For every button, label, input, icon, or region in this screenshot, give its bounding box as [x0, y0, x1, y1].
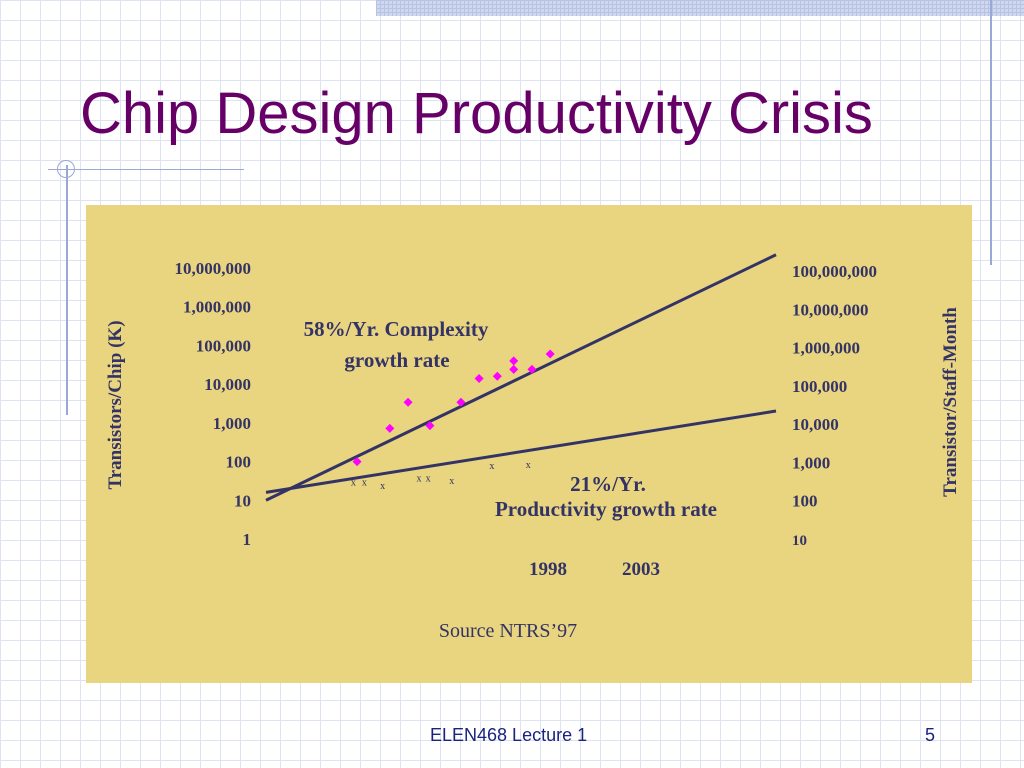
left-tick-label: 10,000,000 [175, 259, 252, 278]
productivity-data-point: x [489, 461, 494, 472]
right-tick-label: 10,000 [792, 415, 839, 434]
complexity-data-point [492, 371, 502, 381]
right-tick-label: 10 [792, 533, 807, 549]
productivity-annotation-line1: 21%/Yr. [570, 472, 646, 496]
left-tick-label: 1 [243, 530, 252, 549]
complexity-data-point [509, 356, 519, 366]
x-tick-1998: 1998 [529, 559, 567, 580]
footer-text: ELEN468 Lecture 1 [430, 725, 588, 745]
complexity-data-point [385, 423, 395, 433]
chart-panel: 10,000,000 1,000,000 100,000 10,000 1,000 100… [86, 205, 972, 683]
left-axis-label: Transistors/Chip (K) [105, 320, 126, 489]
right-axis-label: Transistor/Staff-Month [940, 307, 961, 497]
complexity-data-point [456, 397, 466, 407]
left-tick-label: 1,000 [213, 414, 251, 433]
productivity-data-point: x [426, 474, 431, 485]
right-tick-label: 100,000 [792, 377, 847, 396]
complexity-annotation-line1: 58%/Yr. Complexity [304, 317, 489, 341]
left-tick-label: 100 [226, 453, 252, 472]
complexity-data-point [545, 349, 555, 359]
complexity-data-point [425, 421, 435, 431]
productivity-data-point: x [417, 474, 422, 485]
left-tick-label: 10,000 [204, 375, 251, 394]
right-tick-label: 1,000 [792, 453, 830, 472]
left-tick-label: 100,000 [196, 336, 251, 355]
productivity-annotation-line2: Productivity growth rate [495, 497, 717, 521]
right-decoration-line [990, 0, 992, 265]
title-underline [48, 169, 244, 170]
productivity-data-point: x [380, 481, 385, 492]
left-decoration-line [66, 165, 68, 415]
complexity-data-point [527, 364, 537, 374]
page-number: 5 [925, 725, 936, 745]
complexity-trend-line [265, 253, 777, 502]
right-tick-label: 100,000,000 [792, 262, 877, 281]
productivity-data-point: x [526, 460, 531, 471]
x-tick-2003: 2003 [622, 559, 660, 580]
left-tick-label: 10 [234, 491, 251, 510]
right-axis-ticks: 100,000,000 10,000,000 1,000,000 100,000 10,… [792, 262, 877, 549]
productivity-data-point: x [449, 476, 454, 487]
complexity-data-point [474, 373, 484, 383]
productivity-data-point: x [351, 477, 356, 488]
right-tick-label: 10,000,000 [792, 300, 869, 319]
left-tick-label: 1,000,000 [183, 298, 251, 317]
chart: 10,000,0001,000,000100,00010,0001,000100… [105, 253, 961, 642]
right-tick-label: 100 [792, 492, 818, 511]
slide-title: Chip Design Productivity Crisis [80, 81, 873, 146]
complexity-data-point [352, 457, 362, 467]
source-note: Source NTRS’97 [439, 620, 577, 642]
left-axis-ticks: 10,000,000 1,000,000 100,000 10,000 1,000 100… [175, 259, 252, 549]
right-tick-label: 1,000,000 [792, 339, 860, 358]
complexity-data-point [403, 397, 413, 407]
productivity-data-point: x [362, 477, 367, 488]
top-decoration-bar [376, 0, 1024, 16]
complexity-annotation-line2: growth rate [344, 348, 449, 372]
decoration-circle [57, 160, 75, 178]
complexity-data-point [509, 364, 519, 374]
productivity-trend-line [265, 409, 777, 494]
